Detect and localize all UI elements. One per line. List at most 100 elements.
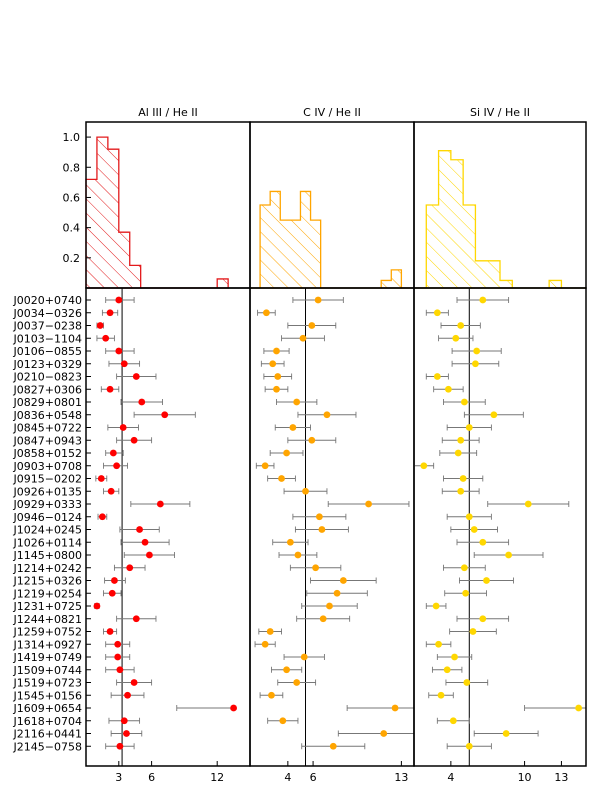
data-point — [294, 551, 302, 559]
data-point — [451, 653, 458, 661]
quasar-label: J1419+0749 — [13, 651, 82, 664]
quasar-label: J0829+0801 — [13, 396, 82, 409]
quasar-label: J2145−0758 — [13, 740, 82, 753]
data-point — [106, 385, 114, 393]
data-point — [319, 615, 327, 623]
data-point — [473, 347, 481, 355]
data-point — [465, 424, 473, 431]
quasar-label: J1024+0245 — [13, 524, 82, 537]
data-point — [483, 577, 490, 584]
data-point — [96, 322, 104, 329]
data-point — [124, 691, 131, 699]
scatter-frame — [413, 287, 587, 767]
data-point — [113, 462, 121, 470]
data-point — [130, 436, 138, 444]
x-tick-label: 12 — [210, 771, 224, 784]
data-point — [106, 628, 114, 635]
x-tick-label: 4 — [447, 771, 454, 784]
data-point — [130, 679, 138, 686]
data-point — [156, 500, 164, 508]
data-point — [299, 334, 307, 342]
data-point — [443, 666, 451, 674]
data-point — [432, 602, 440, 610]
data-point — [459, 475, 467, 482]
data-point — [109, 449, 117, 457]
quasar-label: J0847+0943 — [13, 434, 82, 447]
y-tick-label: 0.8 — [63, 161, 81, 174]
data-point — [111, 577, 118, 584]
panel-title: Al III / He II — [138, 106, 198, 119]
data-point — [138, 398, 146, 406]
y-tick-label: 0.6 — [63, 191, 81, 204]
quasar-label: J0903+0708 — [13, 460, 82, 473]
data-point — [261, 462, 269, 470]
data-point — [454, 449, 462, 457]
data-point — [146, 551, 153, 559]
data-point — [524, 500, 532, 508]
data-point — [116, 666, 124, 674]
data-point — [269, 360, 277, 368]
data-point — [312, 564, 319, 572]
data-point — [126, 564, 134, 572]
data-point — [230, 704, 238, 712]
quasar-label: J1026+0114 — [13, 536, 82, 549]
data-point — [266, 628, 274, 635]
data-point — [136, 526, 143, 533]
data-point — [465, 513, 473, 521]
quasar-label: J0845+0722 — [13, 422, 82, 435]
data-point — [460, 398, 468, 406]
quasar-label: J1215+0326 — [13, 575, 82, 588]
data-point — [115, 347, 123, 355]
y-tick-label: 1.0 — [63, 131, 81, 144]
data-point — [116, 742, 124, 750]
data-point — [274, 373, 282, 380]
quasar-label: J0103−1104 — [13, 332, 82, 345]
y-tick-label: 0.4 — [63, 222, 81, 235]
histogram-0 — [85, 136, 229, 289]
quasar-label: J0915−0202 — [13, 473, 82, 486]
data-point — [502, 730, 510, 737]
data-point — [114, 640, 122, 648]
data-point — [283, 449, 290, 457]
data-point — [460, 564, 468, 572]
data-point — [314, 296, 322, 304]
data-point — [449, 717, 457, 725]
data-point — [490, 411, 498, 419]
data-point — [391, 704, 399, 712]
data-point — [97, 475, 105, 482]
x-tick-label: 6 — [310, 771, 317, 784]
quasar-label: J0210−0823 — [13, 371, 82, 384]
data-point — [463, 679, 471, 686]
data-point — [263, 309, 270, 317]
data-point — [479, 296, 487, 304]
quasar-label: J2116+0441 — [13, 728, 82, 741]
data-point — [469, 628, 477, 635]
quasar-label: J1545+0156 — [13, 689, 82, 702]
quasar-label: J1618+0704 — [13, 715, 82, 728]
data-point — [318, 526, 326, 533]
data-point — [261, 640, 269, 648]
histogram-1 — [250, 190, 412, 289]
x-tick-label: 6 — [148, 771, 155, 784]
quasar-label: J1314+0927 — [13, 638, 82, 651]
data-point — [457, 487, 465, 495]
data-point — [433, 309, 441, 317]
quasar-label: J0946−0124 — [13, 511, 82, 524]
data-point — [268, 691, 275, 699]
quasar-label: J1509+0744 — [13, 664, 82, 677]
data-point — [302, 487, 309, 495]
data-point — [465, 742, 473, 750]
data-point — [286, 538, 294, 546]
data-point — [293, 398, 301, 406]
quasar-label: J0836+0548 — [13, 409, 82, 422]
data-point — [123, 730, 130, 737]
quasar-label: J0926+0135 — [13, 485, 82, 498]
x-tick-label: 3 — [115, 771, 122, 784]
data-point — [141, 538, 149, 546]
data-point — [380, 730, 388, 737]
quasar-label: J1231+0725 — [13, 600, 82, 613]
data-point — [132, 615, 140, 623]
quasar-label: J1609+0654 — [13, 702, 82, 715]
quasar-label: J1145+0800 — [13, 549, 82, 562]
